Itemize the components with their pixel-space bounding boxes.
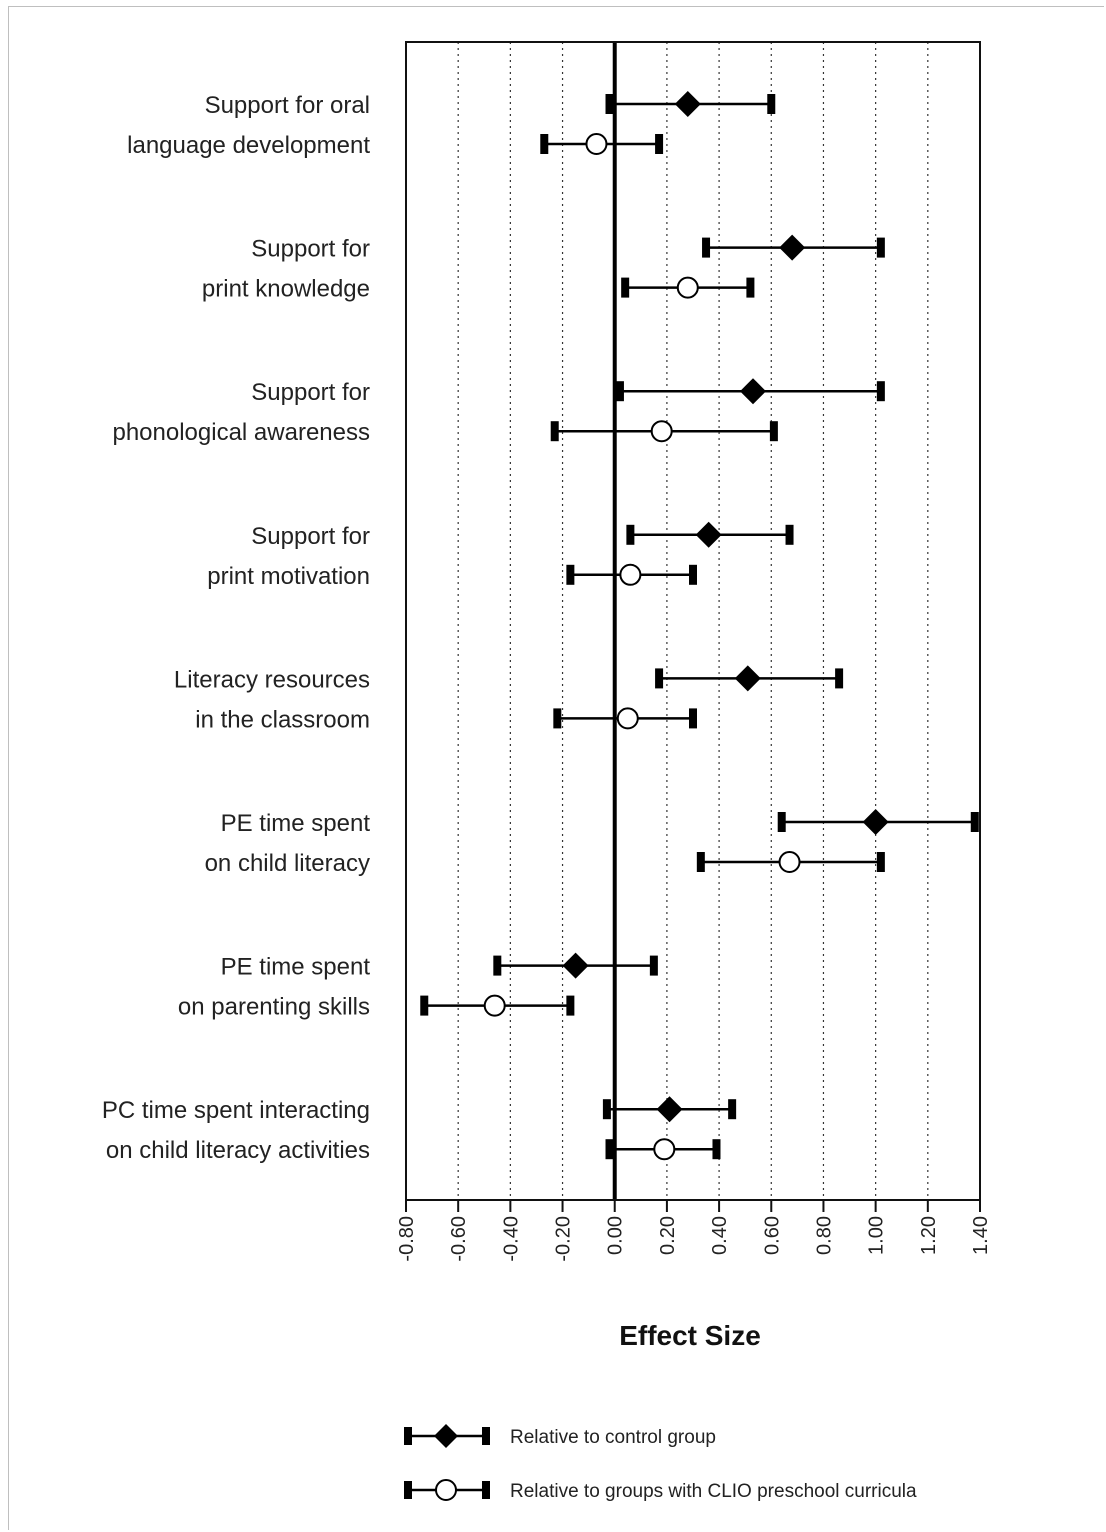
ci-cap-low [702, 237, 711, 258]
ci-cap-low [655, 668, 664, 689]
ci-cap-low [605, 94, 614, 114]
legend-diamond-icon [434, 1424, 458, 1448]
ci-cap-high [655, 134, 664, 154]
ci-cap-low [550, 421, 559, 442]
category-label: in the classroom [195, 706, 370, 733]
ci-cap-high [728, 1099, 737, 1120]
ci-cap-high [746, 277, 755, 298]
ci-cap-high [566, 995, 575, 1016]
diamond-marker [740, 378, 767, 405]
ci-cap-low [493, 955, 502, 976]
ci-cap-low [420, 995, 429, 1016]
ci-cap-high [835, 668, 844, 689]
ci-cap-high [689, 708, 697, 729]
grid-lines [457, 42, 929, 1200]
circle-marker [778, 851, 801, 873]
ci-cap-low [602, 1099, 611, 1120]
legend-cap-right [482, 1481, 490, 1499]
category-label: Support for oral [205, 92, 370, 119]
circle-marker [650, 420, 673, 443]
ci-cap-low [777, 812, 786, 832]
ci-cap-low [626, 524, 635, 545]
ci-cap-low [621, 277, 630, 298]
ci-cap-high [970, 812, 979, 832]
ci-cap-high [712, 1139, 721, 1160]
legend-circle-icon [435, 1479, 457, 1501]
diamond-marker [695, 521, 722, 548]
page-border [8, 6, 1104, 1530]
x-tick-label: -0.60 [448, 1216, 470, 1262]
ci-cap-high [876, 381, 885, 402]
category-label: on child literacy activities [106, 1137, 370, 1164]
category-label: Support for [251, 523, 370, 550]
x-tick-label: -0.20 [553, 1216, 575, 1262]
diamond-marker [779, 234, 806, 261]
x-tick-label: 0.80 [813, 1216, 835, 1255]
point-estimates [483, 91, 889, 1161]
circle-marker [653, 1138, 676, 1161]
category-label: Literacy resources [174, 666, 370, 693]
x-tick-label: 0.20 [657, 1216, 679, 1255]
x-tick-label: 0.00 [605, 1216, 627, 1255]
x-tick-label: 0.60 [761, 1216, 783, 1255]
ci-cap-high [767, 94, 776, 114]
diamond-marker [674, 91, 701, 117]
legend-label: Relative to groups with CLIO preschool c… [510, 1481, 917, 1502]
diamond-marker [562, 952, 589, 979]
x-tick-label: -0.40 [500, 1216, 522, 1262]
category-label: print knowledge [202, 276, 370, 303]
x-tick-label: 0.40 [709, 1216, 731, 1255]
x-axis-ticks: -0.80 -0.60 -0.40 -0.20 0.00 0.20 0.40 0.60 0.80… [396, 1200, 992, 1262]
legend-label: Relative to control group [510, 1427, 716, 1448]
category-label: Support for [251, 379, 370, 406]
category-label: phonological awareness [112, 419, 370, 446]
ci-cap-low [566, 564, 575, 585]
legend-cap-right [482, 1427, 490, 1445]
x-axis-title: Effect Size [619, 1320, 761, 1351]
x-tick-label: 1.40 [970, 1216, 992, 1255]
plot-frame [405, 41, 981, 1201]
category-label: on child literacy [205, 850, 370, 877]
x-tick-label: -0.80 [396, 1216, 418, 1262]
circle-marker [616, 707, 639, 730]
category-label: print motivation [207, 563, 370, 590]
circle-marker [619, 563, 642, 586]
category-label: PE time spent [221, 954, 371, 981]
circle-marker [676, 276, 699, 299]
ci-cap-high [876, 237, 885, 258]
category-labels: Support for oral language development Supp… [102, 92, 370, 1164]
plot-area-border [405, 41, 981, 1201]
diamond-marker [734, 665, 761, 692]
x-tick-label: 1.00 [866, 1216, 888, 1255]
ci-cap-high [689, 564, 697, 585]
ci-cap-low [615, 381, 624, 402]
circle-marker [585, 133, 608, 155]
category-label: PE time spent [221, 810, 371, 837]
ci-cap-low [553, 708, 562, 729]
legend-cap-left [404, 1481, 412, 1499]
diamond-marker [862, 809, 889, 835]
circle-marker [483, 994, 506, 1017]
category-label: PC time spent interacting [102, 1097, 370, 1124]
ci-cap-high [769, 421, 778, 442]
ci-cap-low [696, 852, 705, 872]
category-label: language development [127, 132, 370, 159]
legend: Relative to control group Relative to gro… [404, 1424, 917, 1502]
diamond-marker [656, 1096, 683, 1123]
legend-cap-left [404, 1427, 412, 1445]
x-tick-label: 1.20 [918, 1216, 940, 1255]
ci-cap-high [649, 955, 658, 976]
category-label: on parenting skills [178, 994, 370, 1021]
ci-cap-high [876, 852, 885, 872]
confidence-intervals [420, 94, 979, 1160]
ci-cap-low [605, 1139, 614, 1160]
ci-cap-high [785, 524, 794, 545]
ci-cap-low [540, 134, 549, 154]
category-label: Support for [251, 236, 370, 263]
